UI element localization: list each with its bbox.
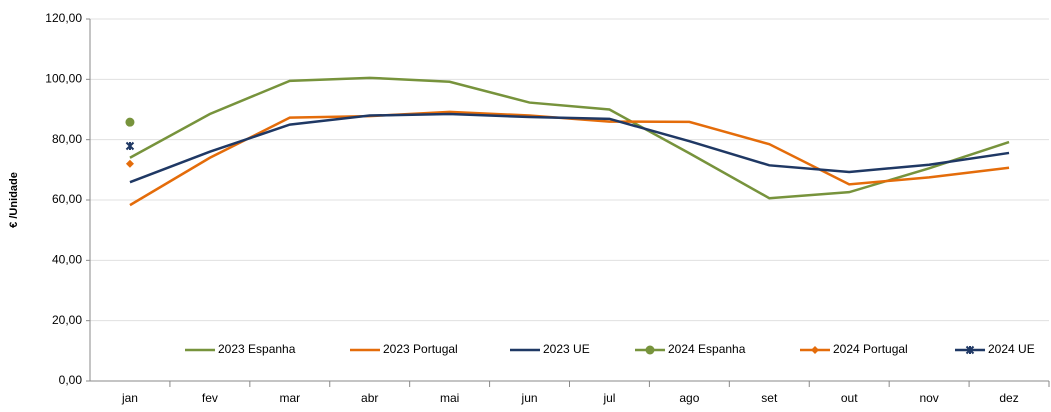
- x-tick-label: jan: [121, 391, 138, 405]
- marker: [645, 345, 655, 355]
- marker: [811, 346, 819, 354]
- series-line: [129, 76, 1010, 200]
- x-tick-label: dez: [999, 391, 1018, 405]
- x-tick-label: jul: [602, 391, 615, 405]
- marker: [125, 117, 135, 127]
- x-tick-label: nov: [919, 391, 938, 405]
- y-axis-label: € /Unidade: [8, 172, 20, 228]
- y-tick-label: 60,00: [52, 192, 82, 206]
- x-tick-label: jun: [521, 391, 538, 405]
- y-tick-label: 120,00: [45, 11, 82, 25]
- legend-label: 2023 Espanha: [218, 342, 296, 356]
- series-line: [129, 110, 1010, 207]
- marker: [125, 159, 134, 168]
- x-tick-label: mar: [279, 391, 300, 405]
- y-tick-label: 80,00: [52, 132, 82, 146]
- y-tick-label: 100,00: [45, 72, 82, 86]
- x-tick-label: abr: [361, 391, 378, 405]
- legend-label: 2024 Portugal: [833, 342, 908, 356]
- legend-label: 2023 Portugal: [383, 342, 458, 356]
- legend-label: 2024 UE: [988, 342, 1035, 356]
- y-tick-label: 0,00: [59, 373, 83, 387]
- legend-label: 2024 Espanha: [668, 342, 746, 356]
- y-tick-label: 40,00: [52, 253, 82, 267]
- x-tick-label: ago: [679, 391, 699, 405]
- x-tick-label: set: [761, 391, 778, 405]
- x-tick-label: out: [841, 391, 858, 405]
- marker: [965, 345, 975, 355]
- series-line: [129, 112, 1010, 184]
- legend-label: 2023 UE: [543, 342, 590, 356]
- y-tick-label: 20,00: [52, 313, 82, 327]
- marker: [125, 141, 135, 151]
- x-tick-label: fev: [202, 391, 218, 405]
- x-tick-label: mai: [440, 391, 459, 405]
